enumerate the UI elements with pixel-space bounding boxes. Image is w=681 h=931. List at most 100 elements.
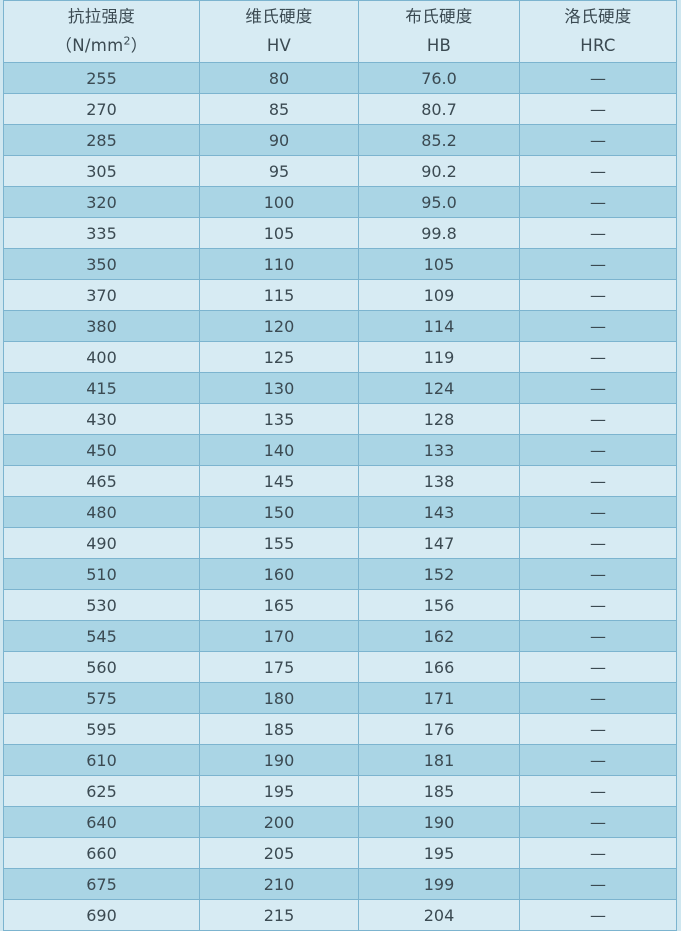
cell-brinell: 162 bbox=[358, 620, 520, 652]
table-row: 595 185 176— bbox=[3, 713, 677, 745]
unit-prefix: （N/mm bbox=[55, 35, 124, 55]
cell-tensile-strength: 675 bbox=[3, 868, 200, 900]
cell-rockwell: — bbox=[519, 434, 677, 466]
cell-rockwell: — bbox=[519, 465, 677, 497]
cell-tensile-strength: 560 bbox=[3, 651, 200, 683]
cell-brinell: 190 bbox=[358, 806, 520, 838]
table-row: 560 175 166— bbox=[3, 651, 677, 683]
cell-tensile-strength: 660 bbox=[3, 837, 200, 869]
unit-exponent: 2 bbox=[123, 34, 131, 47]
cell-tensile-strength: 610 bbox=[3, 744, 200, 776]
cell-rockwell: — bbox=[519, 775, 677, 807]
cell-tensile-strength: 465 bbox=[3, 465, 200, 497]
cell-tensile-strength: 400 bbox=[3, 341, 200, 373]
table-row: 320 100 95.0— bbox=[3, 186, 677, 218]
cell-rockwell: — bbox=[519, 620, 677, 652]
table-row: 335 105 99.8— bbox=[3, 217, 677, 249]
cell-tensile-strength: 270 bbox=[3, 93, 200, 125]
cell-brinell: 171 bbox=[358, 682, 520, 714]
cell-brinell: 156 bbox=[358, 589, 520, 621]
cell-vickers: 215 bbox=[199, 899, 359, 931]
table-body: 255 80 76.0—270 85 80.7—285 90 85.2—305 95 90.2—… bbox=[3, 62, 677, 931]
cell-tensile-strength: 285 bbox=[3, 124, 200, 156]
table-row: 510 160 152— bbox=[3, 558, 677, 590]
table-row: 675 210 199— bbox=[3, 868, 677, 900]
column-header-tensile-strength: 抗拉强度 （N/mm2） bbox=[3, 0, 200, 63]
table-row: 690 215 204— bbox=[3, 899, 677, 931]
table-row: 480 150 143— bbox=[3, 496, 677, 528]
column-header-rockwell-title: 洛氏硬度 bbox=[564, 6, 632, 26]
cell-brinell: 90.2 bbox=[358, 155, 520, 187]
cell-vickers: 180 bbox=[199, 682, 359, 714]
cell-tensile-strength: 335 bbox=[3, 217, 200, 249]
cell-vickers: 195 bbox=[199, 775, 359, 807]
cell-rockwell: — bbox=[519, 372, 677, 404]
cell-rockwell: — bbox=[519, 868, 677, 900]
cell-brinell: 195 bbox=[358, 837, 520, 869]
cell-brinell: 124 bbox=[358, 372, 520, 404]
cell-rockwell: — bbox=[519, 62, 677, 94]
cell-rockwell: — bbox=[519, 496, 677, 528]
cell-brinell: 133 bbox=[358, 434, 520, 466]
column-header-brinell-title: 布氏硬度 bbox=[405, 6, 473, 26]
cell-vickers: 145 bbox=[199, 465, 359, 497]
cell-tensile-strength: 625 bbox=[3, 775, 200, 807]
cell-rockwell: — bbox=[519, 558, 677, 590]
cell-vickers: 170 bbox=[199, 620, 359, 652]
cell-rockwell: — bbox=[519, 744, 677, 776]
cell-brinell: 166 bbox=[358, 651, 520, 683]
table-row: 640 200 190— bbox=[3, 806, 677, 838]
hardness-conversion-table: 抗拉强度 （N/mm2） 维氏硬度 HV 布氏硬度 HB 洛氏硬度 HRC 25… bbox=[3, 0, 677, 931]
cell-rockwell: — bbox=[519, 217, 677, 249]
cell-brinell: 76.0 bbox=[358, 62, 520, 94]
cell-tensile-strength: 255 bbox=[3, 62, 200, 94]
table-row: 610 190 181— bbox=[3, 744, 677, 776]
cell-brinell: 99.8 bbox=[358, 217, 520, 249]
column-header-vickers-unit: HV bbox=[266, 35, 292, 55]
table-header: 抗拉强度 （N/mm2） 维氏硬度 HV 布氏硬度 HB 洛氏硬度 HRC bbox=[3, 0, 677, 63]
cell-tensile-strength: 415 bbox=[3, 372, 200, 404]
table-row: 465 145 138— bbox=[3, 465, 677, 497]
cell-brinell: 80.7 bbox=[358, 93, 520, 125]
column-header-tensile-strength-title: 抗拉强度 bbox=[67, 6, 136, 26]
cell-brinell: 143 bbox=[358, 496, 520, 528]
column-header-brinell: 布氏硬度 HB bbox=[358, 0, 520, 63]
table-row: 285 90 85.2— bbox=[3, 124, 677, 156]
cell-rockwell: — bbox=[519, 93, 677, 125]
cell-rockwell: — bbox=[519, 279, 677, 311]
cell-tensile-strength: 370 bbox=[3, 279, 200, 311]
cell-brinell: 185 bbox=[358, 775, 520, 807]
table-row: 370 115 109— bbox=[3, 279, 677, 311]
cell-tensile-strength: 545 bbox=[3, 620, 200, 652]
column-header-rockwell: 洛氏硬度 HRC bbox=[519, 0, 677, 63]
cell-brinell: 138 bbox=[358, 465, 520, 497]
cell-vickers: 110 bbox=[199, 248, 359, 280]
table-row: 660 205 195— bbox=[3, 837, 677, 869]
table-row: 415 130 124— bbox=[3, 372, 677, 404]
cell-brinell: 85.2 bbox=[358, 124, 520, 156]
cell-rockwell: — bbox=[519, 837, 677, 869]
cell-vickers: 105 bbox=[199, 217, 359, 249]
cell-tensile-strength: 530 bbox=[3, 589, 200, 621]
cell-rockwell: — bbox=[519, 310, 677, 342]
cell-brinell: 114 bbox=[358, 310, 520, 342]
table-row: 575 180 171— bbox=[3, 682, 677, 714]
cell-brinell: 147 bbox=[358, 527, 520, 559]
cell-rockwell: — bbox=[519, 527, 677, 559]
cell-rockwell: — bbox=[519, 248, 677, 280]
cell-brinell: 95.0 bbox=[358, 186, 520, 218]
cell-brinell: 199 bbox=[358, 868, 520, 900]
column-header-tensile-strength-unit: （N/mm2） bbox=[4, 32, 199, 61]
cell-vickers: 185 bbox=[199, 713, 359, 745]
cell-rockwell: — bbox=[519, 806, 677, 838]
cell-rockwell: — bbox=[519, 899, 677, 931]
cell-rockwell: — bbox=[519, 651, 677, 683]
cell-brinell: 152 bbox=[358, 558, 520, 590]
cell-vickers: 125 bbox=[199, 341, 359, 373]
cell-tensile-strength: 480 bbox=[3, 496, 200, 528]
cell-rockwell: — bbox=[519, 186, 677, 218]
cell-vickers: 150 bbox=[199, 496, 359, 528]
cell-rockwell: — bbox=[519, 589, 677, 621]
cell-brinell: 204 bbox=[358, 899, 520, 931]
cell-vickers: 165 bbox=[199, 589, 359, 621]
